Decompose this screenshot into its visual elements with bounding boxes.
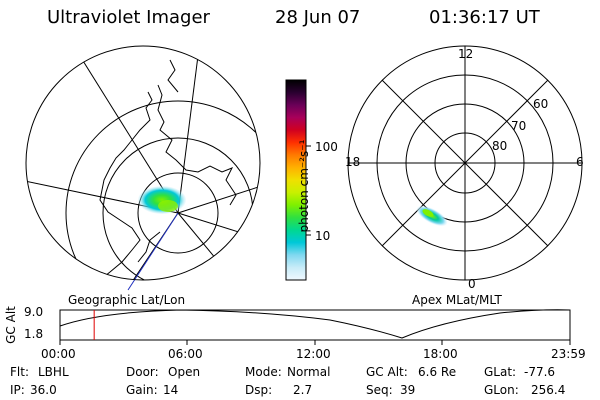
date-label: 28 Jun 07	[275, 7, 361, 28]
door-label: Door:	[126, 365, 159, 379]
dsp-label: Dsp:	[245, 383, 273, 397]
mlt-label-0: 0	[468, 277, 476, 291]
mlat-label-80: 80	[492, 139, 508, 153]
x-tick-label: 23:59	[551, 347, 586, 361]
colorbar-tick-label-100: 100	[315, 140, 338, 154]
coastline	[157, 84, 237, 206]
gain-label: Gain:	[126, 383, 158, 397]
glon-label: GLon:	[484, 383, 519, 397]
mlt-label-18: 18	[345, 155, 361, 169]
colorbar-unit-label: photon cm⁻²s⁻¹	[297, 139, 311, 233]
x-tick-label: 12:00	[296, 347, 331, 361]
latitude-circle	[65, 100, 260, 280]
flt-label: Flt:	[10, 365, 29, 379]
x-tick-label: 06:00	[168, 347, 203, 361]
mode-label: Mode:	[245, 365, 282, 379]
aurora-core	[158, 200, 178, 212]
door-value: Open	[168, 365, 201, 379]
meridian-line	[177, 179, 260, 214]
glat-label: GLat:	[484, 365, 517, 379]
seq-value: 39	[400, 383, 416, 397]
mlt-label-6: 6	[576, 155, 584, 169]
time-label: 01:36:17 UT	[429, 7, 540, 28]
altitude-plot	[59, 309, 571, 345]
ip-label: IP:	[10, 383, 25, 397]
altitude-ylabel: GC Alt	[3, 306, 18, 344]
colorbar-tick-label-10: 10	[315, 229, 331, 243]
map-border	[25, 45, 261, 281]
x-tick-label: 18:00	[423, 347, 458, 361]
colorbar-scale	[285, 79, 307, 281]
mode-value: Normal	[287, 365, 331, 379]
left-map-caption: Geographic Lat/Lon	[68, 293, 186, 307]
glat-value: -77.6	[524, 365, 556, 379]
ip-value: 36.0	[30, 383, 57, 397]
coastline	[167, 59, 179, 93]
geographic-map	[25, 45, 261, 291]
meridian-line	[177, 212, 260, 246]
gain-value: 14	[163, 383, 179, 397]
coastline	[99, 91, 153, 280]
sun-terminator-line	[127, 212, 179, 291]
coastline	[137, 231, 161, 263]
app-title: Ultraviolet Imager	[47, 7, 210, 28]
flt-value: LBHL	[38, 365, 69, 379]
gcalt-label: GC Alt:	[366, 365, 408, 379]
aurora-core-polar	[422, 209, 434, 217]
dsp-value: 2.7	[293, 383, 313, 397]
mlat-mlt-polar-plot	[347, 45, 583, 281]
mlat-label-60: 60	[533, 97, 549, 111]
meridian-line	[69, 46, 179, 214]
colorbar	[285, 79, 311, 281]
meridian-line	[177, 46, 201, 214]
seq-label: Seq:	[366, 383, 393, 397]
glon-value: 256.4	[531, 383, 566, 397]
right-map-caption: Apex MLat/MLT	[412, 293, 502, 307]
diagonal-line	[381, 79, 549, 247]
x-tick-label: 00:00	[41, 347, 76, 361]
altitude-curve	[59, 309, 571, 339]
latitude-circle	[137, 172, 219, 254]
mlt-label-12: 12	[458, 47, 474, 61]
altitude-ytick-9: 9.0	[24, 305, 44, 319]
gcalt-value: 6.6 Re	[418, 365, 457, 379]
altitude-ytick-1.8: 1.8	[24, 327, 44, 341]
mlat-label-70: 70	[511, 119, 527, 133]
